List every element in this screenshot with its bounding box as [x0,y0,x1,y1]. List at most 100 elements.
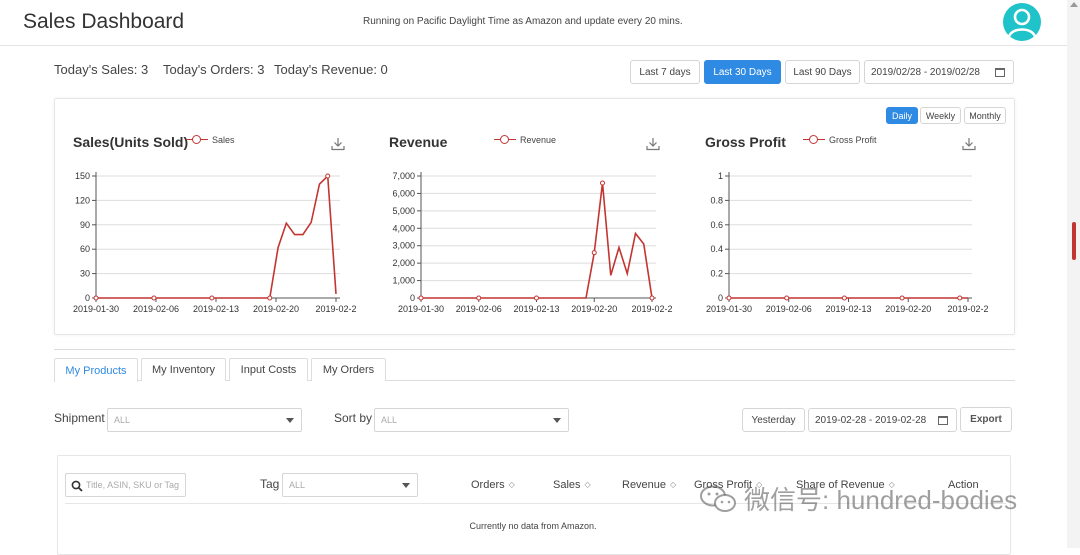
legend-label: Gross Profit [829,135,877,145]
legend-revenue[interactable]: Revenue [494,135,556,145]
sort-icon: ◇ [670,480,677,489]
last-90-days-button[interactable]: Last 90 Days [785,60,860,84]
empty-table-message: Currently no data from Amazon. [469,521,597,531]
column-gross-profit[interactable]: Gross Profit ◇ [694,479,762,491]
y-tick-label: 0 [718,293,723,303]
section-divider [54,349,1015,350]
page-scrollbar[interactable] [1067,0,1080,548]
y-tick-label: 0.4 [710,244,723,254]
x-tick-label: 2019-02-2 [631,304,672,314]
data-point [209,295,215,301]
weekly-button[interactable]: Weekly [920,107,961,124]
y-tick-label: 2,000 [392,258,415,268]
y-tick-label: 0.2 [710,269,723,279]
y-tick-label: 4,000 [392,223,415,233]
y-tick-label: 3,000 [392,241,415,251]
date-range-value: 2019/02/28 - 2019/02/28 [871,66,980,78]
chart-title-revenue: Revenue [389,134,448,150]
series-line [96,174,337,299]
data-point [784,295,790,301]
x-tick-label: 2019-02-13 [825,304,871,314]
y-tick-label: 7,000 [392,171,415,181]
avatar[interactable] [1003,3,1041,41]
legend-gross-profit[interactable]: Gross Profit [803,135,877,145]
tabs-baseline [54,380,1015,381]
watermark: 微信号: hundred-bodies [698,480,1017,517]
wechat-icon [700,485,736,512]
tab-my-orders[interactable]: My Orders [311,358,386,381]
table-date-range-value: 2019-02-28 - 2019-02-28 [815,414,927,426]
monthly-button[interactable]: Monthly [964,107,1006,124]
chevron-down-icon [286,418,294,423]
data-point [649,295,655,301]
x-tick-label: 2019-01-30 [398,304,444,314]
chevron-down-icon [553,418,561,423]
column-label: Orders [471,479,505,491]
top-header: Sales Dashboard Running on Pacific Dayli… [0,0,1080,46]
chevron-down-icon [402,483,410,488]
sort-icon: ◇ [756,480,763,489]
column-label: Share of Revenue [796,479,885,491]
last-30-days-button[interactable]: Last 30 Days [704,60,781,84]
y-tick-label: 0.6 [710,220,723,230]
data-point [591,250,597,256]
x-tick-label: 2019-02-13 [513,304,559,314]
calendar-icon [995,68,1005,77]
last-7-days-button[interactable]: Last 7 days [630,60,700,84]
kpi-today-sales: Today's Sales: 3 [54,62,149,77]
tab-my-inventory[interactable]: My Inventory [141,358,226,381]
column-action: Action [948,479,979,491]
y-tick-label: 1,000 [392,276,415,286]
search-icon [71,480,83,492]
legend-sales[interactable]: Sales [186,135,235,145]
tag-select[interactable]: ALL [282,473,418,497]
y-tick-label: 120 [75,195,90,205]
column-orders[interactable]: Orders ◇ [471,479,515,491]
data-point [957,295,963,301]
shipment-value: ALL [114,415,131,425]
export-button[interactable]: Export [960,407,1012,432]
shipment-select[interactable]: ALL [107,408,302,432]
data-point [325,173,331,179]
scrollbar-thumb[interactable] [1072,222,1076,260]
x-tick-label: 2019-02-20 [571,304,617,314]
tag-value: ALL [289,480,306,490]
y-tick-label: 90 [80,220,90,230]
download-icon[interactable] [646,137,660,151]
sort-by-select[interactable]: ALL [374,408,569,432]
legend-marker-icon [494,135,516,145]
kpi-today-revenue: Today's Revenue: 0 [274,62,388,77]
y-tick-label: 0 [410,293,415,303]
download-icon[interactable] [962,137,976,151]
product-search-input[interactable]: Title, ASIN, SKU or Tag [65,473,186,497]
chart-title-gross-profit: Gross Profit [705,134,786,150]
page-title: Sales Dashboard [23,10,185,33]
y-tick-label: 6,000 [392,188,415,198]
column-share-of-revenue[interactable]: Share of Revenue ◇ [796,479,895,491]
download-icon[interactable] [331,137,345,151]
data-point [841,295,847,301]
scroll-up-arrow-icon[interactable] [1070,2,1078,7]
data-point [899,295,905,301]
legend-label: Sales [212,135,235,145]
daily-button[interactable]: Daily [886,107,918,124]
sort-by-value: ALL [381,415,398,425]
table-date-range-picker[interactable]: 2019-02-28 - 2019-02-28 [808,408,957,432]
y-tick-label: 150 [75,171,90,181]
column-revenue[interactable]: Revenue ◇ [622,479,676,491]
legend-label: Revenue [520,135,557,145]
tab-my-products[interactable]: My Products [54,358,138,382]
chart-title-sales: Sales(Units Sold) [73,134,189,150]
y-tick-label: 1 [718,171,723,181]
charts-canvas: 0 30 60 90 120 150 2019-01-30 2019-02-06 2019-02… [73,171,989,314]
column-label: Revenue [622,479,667,491]
column-sales[interactable]: Sales ◇ [553,479,591,491]
tab-input-costs[interactable]: Input Costs [229,358,308,381]
x-tick-label: 2019-02-20 [885,304,931,314]
x-tick-label: 2019-02-06 [766,304,812,314]
x-tick-label: 2019-02-06 [133,304,179,314]
data-point [267,295,273,301]
yesterday-button[interactable]: Yesterday [742,408,805,432]
data-point [726,295,732,301]
date-range-picker[interactable]: 2019/02/28 - 2019/02/28 [864,60,1014,84]
